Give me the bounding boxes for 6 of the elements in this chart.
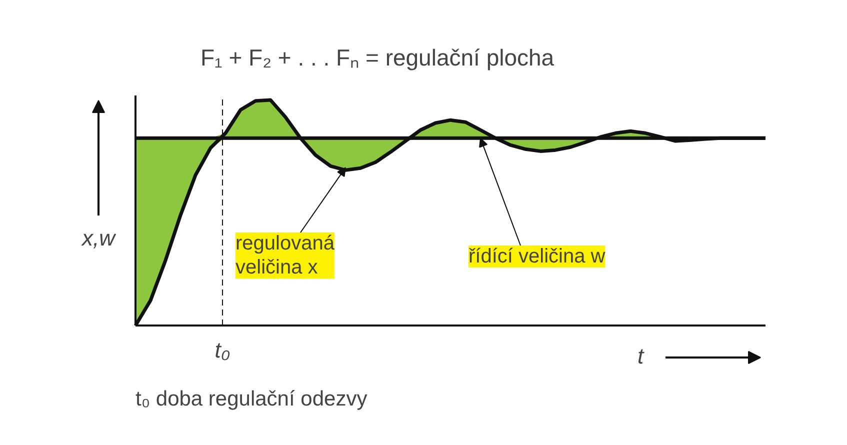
chart-title: F₁ + F₂ + . . . Fₙ = regulační plocha <box>200 44 554 70</box>
text: t₀ doba regulační odezvy <box>136 388 368 410</box>
y-axis-title: x,w <box>81 226 118 250</box>
text: t₀ <box>214 338 230 362</box>
x-axis-title: t <box>637 344 644 368</box>
text: regulovaná veličina x <box>236 232 336 279</box>
